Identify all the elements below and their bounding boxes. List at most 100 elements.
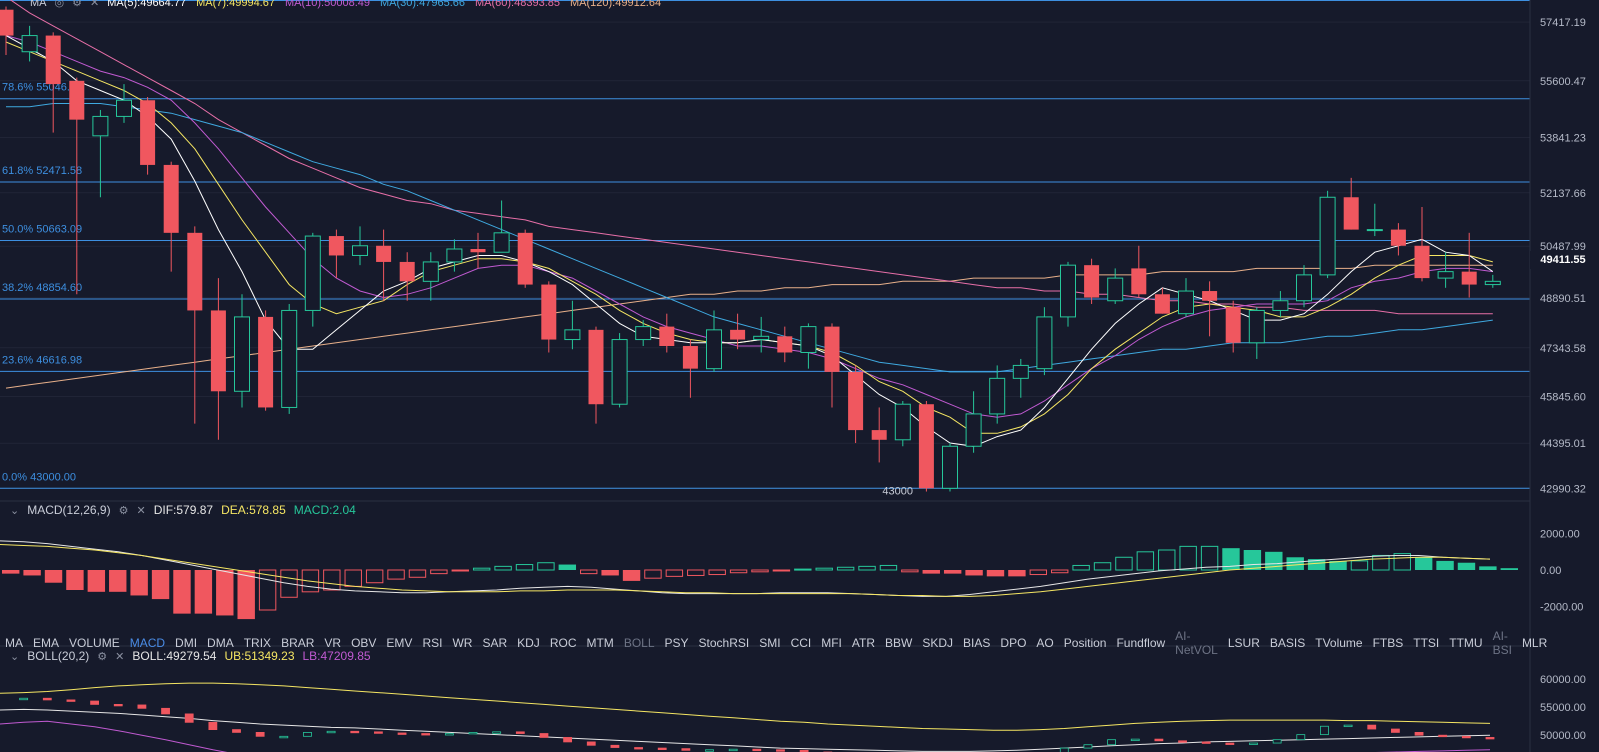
close-icon[interactable]: ✕ xyxy=(136,504,146,517)
tab-atr[interactable]: ATR xyxy=(851,636,876,650)
chevron-down-icon[interactable]: ⌄ xyxy=(10,650,20,663)
macd-bar xyxy=(1500,568,1518,570)
tab-mlr[interactable]: MLR xyxy=(1521,636,1548,650)
macd-bar xyxy=(729,569,748,574)
tab-tvolume[interactable]: TVolume xyxy=(1315,636,1363,650)
boll-lb-line xyxy=(0,720,1491,752)
boll-mini-candle xyxy=(705,749,714,752)
ma-title[interactable]: MA xyxy=(30,0,47,9)
tab-ai-netvol[interactable]: AI-NetVOL xyxy=(1175,629,1218,657)
tab-trix[interactable]: TRIX xyxy=(243,636,272,650)
tab-fundflow[interactable]: Fundflow xyxy=(1116,636,1166,650)
candle-body xyxy=(1248,309,1265,344)
boll-mini-candle xyxy=(1225,742,1235,745)
gear-icon[interactable]: ⚙ xyxy=(72,0,82,9)
macd-bar xyxy=(1307,559,1326,570)
tab-cci[interactable]: CCI xyxy=(790,636,812,650)
boll-ub: UB:51349.23 xyxy=(224,649,295,663)
y-tick-label: 55600.47 xyxy=(1540,76,1586,88)
tab-ftbs[interactable]: FTBS xyxy=(1372,636,1404,650)
candle-body xyxy=(163,164,179,233)
candle-body xyxy=(446,248,463,263)
boll-mini-candle xyxy=(66,699,76,702)
macd-header: ⌄ MACD(12,26,9) ⚙ ✕ DIF:579.87 DEA:578.8… xyxy=(10,502,356,518)
candle-body xyxy=(470,249,486,253)
boll-y-tick-label: 55000.00 xyxy=(1540,702,1586,714)
ma7-line xyxy=(5,41,1493,434)
tab-sar[interactable]: SAR xyxy=(482,636,508,650)
ma60-line xyxy=(9,0,1493,315)
macd-bar xyxy=(601,570,619,576)
low-marker: 43000 xyxy=(882,486,913,498)
candle-body xyxy=(0,9,14,36)
tab-bias[interactable]: BIAS xyxy=(963,636,991,650)
tab-stochrsi[interactable]: StochRSI xyxy=(698,636,750,650)
tab-smi[interactable]: SMI xyxy=(759,636,781,650)
tab-ttsi[interactable]: TTSI xyxy=(1413,636,1440,650)
tab-psy[interactable]: PSY xyxy=(664,636,689,650)
tab-dmi[interactable]: DMI xyxy=(175,636,198,650)
tab-volume[interactable]: VOLUME xyxy=(69,636,120,650)
tab-ao[interactable]: AO xyxy=(1036,636,1054,650)
macd-bar xyxy=(1414,557,1433,570)
boll-mini-candle xyxy=(90,700,100,705)
macd-y-tick-label: -2000.00 xyxy=(1540,601,1583,613)
tab-wr[interactable]: WR xyxy=(452,636,473,650)
tab-mfi[interactable]: MFI xyxy=(821,636,842,650)
boll-mini-candle xyxy=(515,731,525,734)
tab-mtm[interactable]: MTM xyxy=(586,636,614,650)
macd-bar xyxy=(280,569,298,598)
candle-body xyxy=(989,377,1006,415)
tab-rsi[interactable]: RSI xyxy=(422,636,443,650)
tab-dpo[interactable]: DPO xyxy=(1000,636,1027,650)
tab-boll[interactable]: BOLL xyxy=(623,636,655,650)
fib-label: 61.8% 52471.58 xyxy=(2,165,82,177)
boll-mini-candle xyxy=(492,731,502,734)
macd-bar xyxy=(44,570,63,583)
boll-mini-candle xyxy=(1485,737,1495,740)
candle-body xyxy=(777,336,793,353)
fib-label: 38.2% 48854.60 xyxy=(2,282,82,294)
candle-body xyxy=(92,115,109,137)
tab-ema[interactable]: EMA xyxy=(33,636,60,650)
candle-body xyxy=(894,403,911,441)
ma30-line xyxy=(6,103,1493,373)
tab-basis[interactable]: BASIS xyxy=(1269,636,1306,650)
tab-kdj[interactable]: KDJ xyxy=(517,636,540,650)
close-icon[interactable]: ✕ xyxy=(89,0,100,9)
tab-vr[interactable]: VR xyxy=(324,636,342,650)
candle-body xyxy=(753,335,770,341)
tab-ma[interactable]: MA xyxy=(5,636,23,650)
tab-skdj[interactable]: SKDJ xyxy=(922,636,954,650)
eye-icon[interactable]: ◎ xyxy=(54,0,65,9)
tab-roc[interactable]: ROC xyxy=(549,636,577,650)
gear-icon[interactable]: ⚙ xyxy=(118,504,129,517)
gear-icon[interactable]: ⚙ xyxy=(97,650,108,663)
tab-macd[interactable]: MACD xyxy=(129,636,166,650)
macd-bar xyxy=(237,570,255,620)
macd-bar xyxy=(1093,562,1112,571)
macd-bar xyxy=(87,570,106,592)
tab-ttmu[interactable]: TTMU xyxy=(1449,636,1483,650)
macd-bar xyxy=(130,570,148,596)
current-price-tag: 49411.55 xyxy=(1530,251,1596,269)
y-tick-label: 53841.23 xyxy=(1540,133,1586,145)
tab-emv[interactable]: EMV xyxy=(386,636,413,650)
tab-dma[interactable]: DMA xyxy=(207,636,234,650)
tab-brar[interactable]: BRAR xyxy=(281,636,315,650)
macd-bar xyxy=(66,570,84,590)
close-icon[interactable]: ✕ xyxy=(115,650,125,663)
macd-bar xyxy=(879,564,898,571)
tab-lsur[interactable]: LSUR xyxy=(1227,636,1260,650)
macd-bar xyxy=(258,569,277,611)
tab-position[interactable]: Position xyxy=(1063,636,1107,650)
chevron-down-icon[interactable]: ⌄ xyxy=(10,504,20,517)
tab-ai-bsi[interactable]: AI-BSI xyxy=(1492,629,1512,657)
candle-body xyxy=(1107,277,1124,302)
candle-body xyxy=(659,326,675,347)
tab-obv[interactable]: OBV xyxy=(351,636,377,650)
tab-bbw[interactable]: BBW xyxy=(885,636,913,650)
candle-body xyxy=(730,329,746,340)
macd-bar xyxy=(1008,570,1026,577)
